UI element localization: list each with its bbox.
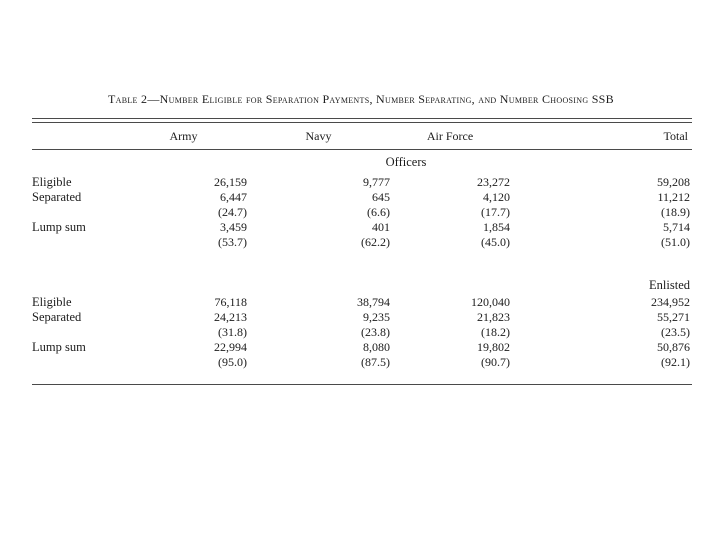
value-cell: 76,118 bbox=[214, 295, 247, 309]
top-double-rule-upper bbox=[32, 118, 692, 119]
value-cell: 3,459 bbox=[220, 220, 247, 234]
value-cell: (24.7) bbox=[218, 205, 247, 219]
row-label: Lump sum bbox=[32, 220, 86, 234]
section-spacer-cell bbox=[32, 275, 120, 295]
value-cell: (92.1) bbox=[661, 355, 690, 369]
table-row: Eligible 76,118 38,794 120,040 234,952 bbox=[32, 295, 692, 310]
value-cell: 38,794 bbox=[357, 295, 390, 309]
value-cell: 23,272 bbox=[477, 175, 510, 189]
value-cell: (53.7) bbox=[218, 235, 247, 249]
value-cell: 401 bbox=[372, 220, 390, 234]
value-cell: 5,714 bbox=[663, 220, 690, 234]
value-cell: 19,802 bbox=[477, 340, 510, 354]
value-cell: 120,040 bbox=[471, 295, 510, 309]
column-header-row: Army Navy Air Force Total bbox=[32, 124, 692, 149]
value-cell: 26,159 bbox=[214, 175, 247, 189]
value-cell: 4,120 bbox=[483, 190, 510, 204]
value-cell: 9,777 bbox=[363, 175, 390, 189]
value-cell: 8,080 bbox=[363, 340, 390, 354]
table-row-percent: (31.8) (23.8) (18.2) (23.5) bbox=[32, 325, 692, 340]
top-double-rule-lower bbox=[32, 122, 692, 123]
row-label bbox=[32, 355, 120, 370]
value-cell: 234,952 bbox=[651, 295, 690, 309]
table-row-percent: (53.7) (62.2) (45.0) (51.0) bbox=[32, 235, 692, 250]
row-label bbox=[32, 235, 120, 250]
data-table: Army Navy Air Force Total Officers Eligi… bbox=[32, 124, 692, 370]
column-header-total: Total bbox=[663, 129, 689, 143]
value-cell: (6.6) bbox=[367, 205, 390, 219]
value-cell: 9,235 bbox=[363, 310, 390, 324]
column-header-empty bbox=[32, 124, 120, 149]
section-row-officers: Officers bbox=[32, 149, 692, 175]
value-cell: 55,271 bbox=[657, 310, 690, 324]
value-cell: (51.0) bbox=[661, 235, 690, 249]
table-row: Separated 24,213 9,235 21,823 55,271 bbox=[32, 310, 692, 325]
value-cell: 22,994 bbox=[214, 340, 247, 354]
value-cell: 59,208 bbox=[657, 175, 690, 189]
column-header-air-force: Air Force bbox=[426, 129, 474, 143]
value-cell: (62.2) bbox=[361, 235, 390, 249]
row-label bbox=[32, 205, 120, 220]
table-row-percent: (95.0) (87.5) (90.7) (92.1) bbox=[32, 355, 692, 370]
table-row: Eligible 26,159 9,777 23,272 59,208 bbox=[32, 175, 692, 190]
header-rule bbox=[32, 149, 692, 150]
value-cell: (95.0) bbox=[218, 355, 247, 369]
value-cell: 645 bbox=[372, 190, 390, 204]
section-row-enlisted: Enlisted bbox=[32, 275, 692, 295]
value-cell: (90.7) bbox=[481, 355, 510, 369]
value-cell: 6,447 bbox=[220, 190, 247, 204]
row-label bbox=[32, 325, 120, 340]
table-row: Lump sum 3,459 401 1,854 5,714 bbox=[32, 220, 692, 235]
value-cell: (23.5) bbox=[661, 325, 690, 339]
value-cell: (87.5) bbox=[361, 355, 390, 369]
value-cell: (31.8) bbox=[218, 325, 247, 339]
value-cell: (45.0) bbox=[481, 235, 510, 249]
value-cell: (17.7) bbox=[481, 205, 510, 219]
table-row: Lump sum 22,994 8,080 19,802 50,876 bbox=[32, 340, 692, 355]
column-header-navy: Navy bbox=[305, 129, 332, 143]
section-gap bbox=[32, 250, 692, 275]
column-header-army: Army bbox=[169, 129, 198, 143]
section-spacer-cell bbox=[32, 149, 120, 175]
row-label: Separated bbox=[32, 310, 82, 324]
value-cell: 1,854 bbox=[483, 220, 510, 234]
value-cell: (18.9) bbox=[661, 205, 690, 219]
value-cell: 24,213 bbox=[214, 310, 247, 324]
row-label: Lump sum bbox=[32, 340, 86, 354]
section-gap-cell bbox=[32, 250, 692, 275]
section-label-enlisted: Enlisted bbox=[649, 277, 690, 292]
value-cell: 11,212 bbox=[657, 190, 690, 204]
value-cell: (23.8) bbox=[361, 325, 390, 339]
table-row-percent: (24.7) (6.6) (17.7) (18.9) bbox=[32, 205, 692, 220]
value-cell: 21,823 bbox=[477, 310, 510, 324]
row-label: Eligible bbox=[32, 175, 72, 189]
bottom-rule bbox=[32, 384, 692, 385]
table-row: Separated 6,447 645 4,120 11,212 bbox=[32, 190, 692, 205]
table-title: Table 2—Number Eligible for Separation P… bbox=[108, 92, 614, 106]
value-cell: (18.2) bbox=[481, 325, 510, 339]
value-cell: 50,876 bbox=[657, 340, 690, 354]
row-label: Eligible bbox=[32, 295, 72, 309]
row-label: Separated bbox=[32, 190, 82, 204]
section-label-officers: Officers bbox=[385, 154, 427, 169]
